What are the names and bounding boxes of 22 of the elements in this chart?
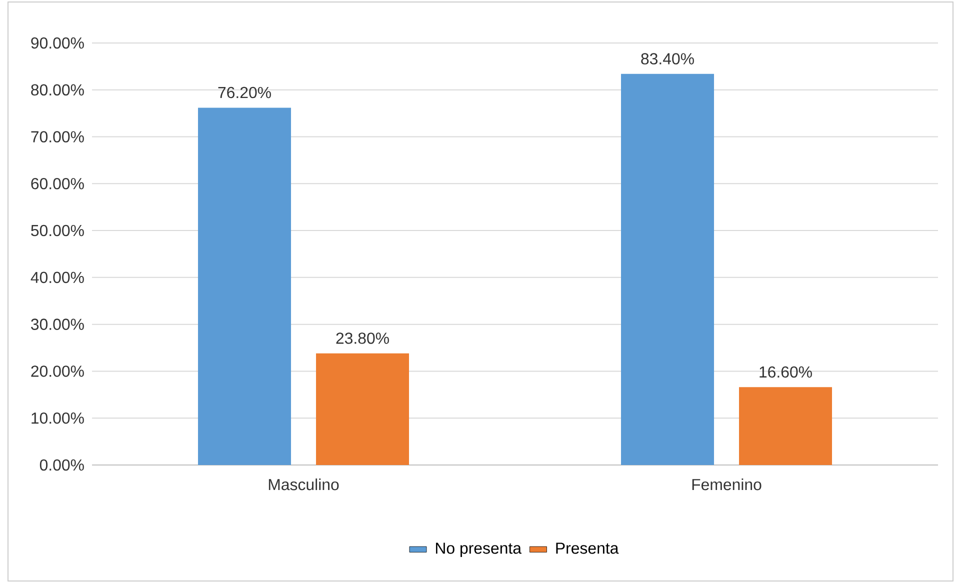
y-tick-label: 0.00% [40, 459, 84, 471]
data-label: 16.60% [760, 366, 812, 378]
y-tick-label: 20.00% [31, 366, 84, 377]
bar [621, 74, 714, 465]
y-tick-label: 30.00% [31, 318, 84, 330]
data-label: 23.80% [336, 332, 389, 344]
y-tick-label: 10.00% [32, 412, 84, 424]
data-label: 83.40% [641, 53, 694, 64]
legend-label: Presenta [556, 542, 619, 554]
y-tick-label: 80.00% [31, 84, 84, 96]
bar [739, 387, 832, 465]
bar [316, 353, 410, 465]
y-tick-label: 90.00% [31, 37, 84, 49]
x-tick-label: Femenino [692, 478, 762, 490]
x-tick-label: Masculino [268, 478, 339, 490]
data-label: 76.20% [218, 86, 271, 98]
y-tick-label: 40.00% [30, 272, 84, 284]
legend-label: No presenta [436, 542, 522, 557]
y-tick-label: 60.00% [31, 178, 84, 190]
y-tick-label: 70.00% [31, 131, 84, 142]
bar [198, 108, 292, 465]
y-tick-label: 50.00% [31, 224, 84, 236]
